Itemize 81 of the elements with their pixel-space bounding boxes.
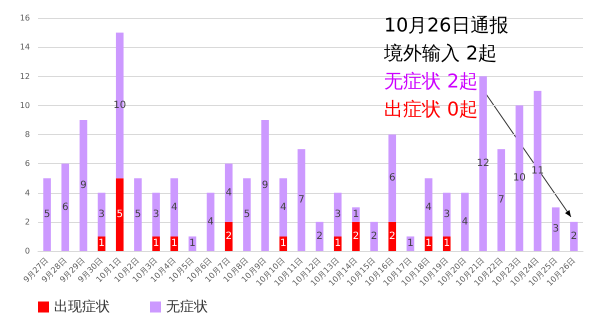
annotation: 出症状 0起 (384, 98, 478, 120)
data-label: 2 (352, 230, 360, 242)
data-label: 2 (570, 230, 578, 242)
data-label: 1 (152, 238, 160, 250)
data-label: 4 (425, 202, 432, 213)
y-tick-label: 6 (24, 159, 30, 168)
data-label: 12 (476, 158, 490, 170)
data-label: 6 (389, 172, 396, 184)
bar (552, 207, 560, 251)
data-label: 5 (116, 209, 123, 220)
y-tick-label: 8 (24, 130, 30, 139)
bar (497, 149, 506, 251)
data-label: 1 (407, 238, 414, 250)
bar (388, 134, 396, 222)
bar (479, 76, 487, 251)
bar (298, 149, 306, 251)
bar (261, 120, 269, 251)
bar (206, 192, 214, 251)
annotation: 10月26日通报 (384, 14, 508, 36)
data-label: 2 (389, 230, 396, 242)
data-label: 11 (531, 165, 544, 176)
data-label: 7 (298, 194, 305, 206)
data-label: 10 (513, 172, 526, 184)
data-label: 3 (152, 209, 160, 220)
data-label: 3 (334, 209, 341, 220)
data-label: 10 (113, 100, 126, 111)
data-label: 4 (280, 202, 286, 213)
bar (516, 105, 524, 251)
bar (424, 178, 432, 236)
data-label: 3 (98, 209, 105, 220)
data-label: 4 (462, 216, 468, 228)
bar (534, 90, 542, 251)
bar (98, 192, 106, 236)
y-tick-label: 2 (24, 217, 30, 226)
y-tick-label: 4 (24, 188, 30, 198)
bar (279, 178, 288, 236)
data-label: 9 (80, 180, 87, 191)
data-label: 3 (444, 209, 450, 220)
bar (442, 192, 451, 236)
data-label: 4 (207, 216, 214, 228)
bar (116, 178, 124, 251)
y-tick-label: 12 (20, 72, 30, 81)
bar (43, 178, 51, 251)
bar (224, 164, 233, 222)
data-label: 1 (189, 238, 196, 250)
bar (334, 192, 342, 236)
bar (170, 178, 178, 236)
y-tick-label: 16 (20, 14, 30, 22)
data-label: 7 (498, 194, 504, 206)
data-label: 2 (226, 230, 232, 242)
data-label: 9 (262, 180, 268, 191)
bar (61, 164, 70, 251)
data-label: 1 (425, 238, 432, 250)
bar (243, 178, 251, 251)
bar (134, 178, 142, 251)
y-tick-label: 10 (20, 100, 30, 110)
y-tick-label: 0 (24, 246, 30, 256)
data-label: 1 (280, 238, 286, 250)
bar (80, 120, 88, 251)
data-label: 5 (134, 209, 142, 220)
data-label: 1 (171, 238, 178, 250)
data-label: 1 (334, 238, 341, 250)
data-label: 6 (62, 202, 68, 213)
data-label: 5 (44, 209, 50, 220)
data-label: 1 (444, 238, 450, 250)
bar (152, 192, 160, 236)
annotation: 境外输入 2起 (383, 42, 498, 64)
annotation: 无症状 2起 (384, 70, 478, 92)
data-label: 1 (352, 209, 360, 220)
bar (116, 32, 124, 178)
data-label: 2 (370, 230, 378, 242)
legend-label: 出现症状 (54, 299, 110, 315)
bar (461, 192, 469, 251)
y-tick-label: 14 (20, 42, 30, 52)
data-label: 4 (226, 187, 232, 198)
data-label: 3 (552, 224, 559, 235)
data-label: 1 (98, 238, 105, 250)
data-label: 4 (171, 202, 178, 213)
data-label: 5 (244, 209, 250, 220)
data-label: 2 (316, 230, 323, 242)
legend-label: 无症状 (166, 299, 208, 315)
